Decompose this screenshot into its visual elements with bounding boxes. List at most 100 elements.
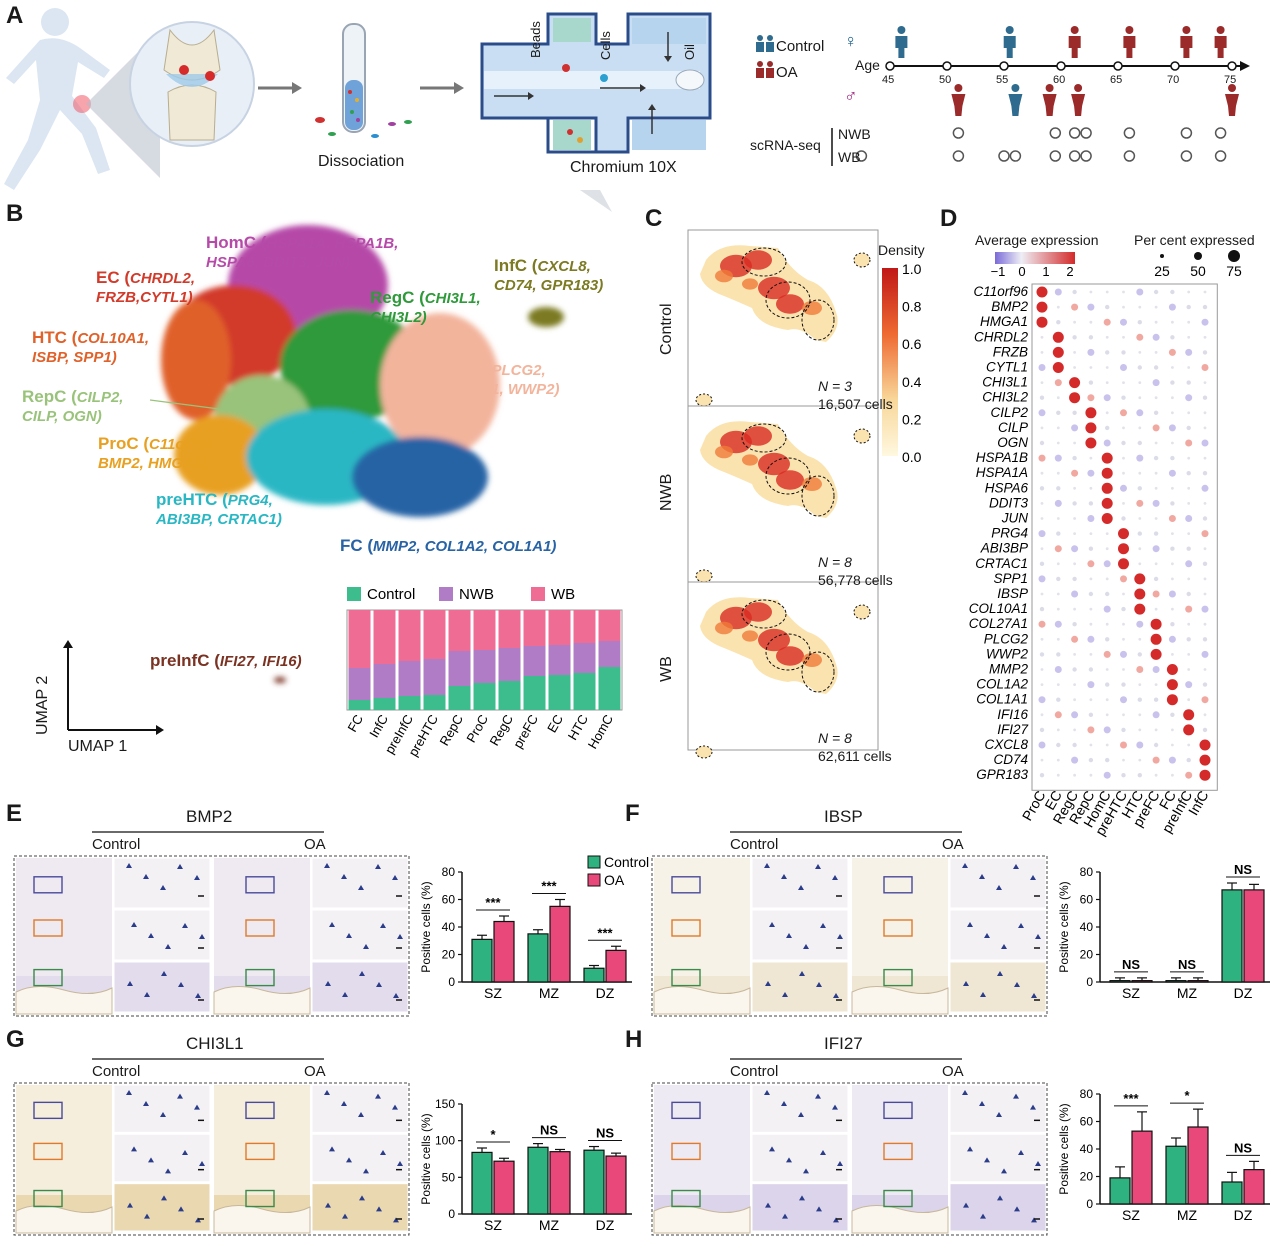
dot-C11orf96-ProC — [1036, 286, 1048, 298]
dot-COL27A1-EC — [1054, 620, 1062, 628]
dot-COL1A2-ProC — [1040, 683, 1044, 686]
stack-bar-HTC-Control — [573, 673, 596, 710]
dot-COL1A1-EC — [1056, 697, 1061, 702]
nwb-sample-6 — [1214, 127, 1227, 139]
sig-e-MZ: *** — [541, 879, 557, 894]
dot-DDIT3-preFC — [1152, 499, 1160, 507]
dot-JUN-HTC — [1138, 517, 1142, 520]
dot-IFI16-InfC — [1203, 713, 1207, 717]
dot-HSPA1B-EC — [1054, 454, 1062, 462]
dot-CHI3L1-preFC — [1152, 379, 1160, 387]
wb-sample-0 — [855, 150, 868, 162]
dot-CHI3L1-HomC — [1105, 381, 1109, 384]
dot-JUN-FC — [1168, 515, 1176, 522]
stack-bar-HomC-WB — [598, 610, 621, 641]
dot-FRZB-ProC — [1040, 351, 1044, 354]
dot-CILP-ProC — [1040, 426, 1044, 430]
panel-label-d: D — [940, 205, 958, 232]
dot-CYTL1-RepC — [1089, 366, 1093, 369]
zoom-g-0-1 — [113, 1133, 211, 1183]
density-map-nwb — [695, 421, 871, 583]
dot-PRG4-InfC — [1201, 530, 1209, 538]
dot-WWP2-preFC — [1150, 648, 1162, 660]
dot-CD74-FC — [1168, 756, 1176, 764]
zoom-e-0-1 — [113, 909, 211, 961]
roi-box-g-1-0 — [245, 1101, 275, 1120]
roi-box-h-0-1 — [671, 1142, 701, 1161]
dot-GPR183-FC — [1171, 773, 1174, 777]
density-n-1: N = 8 — [818, 554, 852, 570]
gene-COL1A1: COL1A1 — [976, 692, 1028, 707]
dot-CHRDL2-preInfC — [1187, 335, 1191, 339]
dot-WWP2-FC — [1171, 653, 1174, 656]
cluster-name: preInfC ( — [150, 651, 220, 670]
y-tick-e-0: 0 — [448, 975, 455, 989]
cluster-genes: COL10A1, — [77, 330, 150, 347]
dot-CILP2-preHTC — [1120, 409, 1127, 417]
dot-CILP2-EC — [1056, 410, 1061, 415]
panel-label-b: B — [6, 200, 24, 227]
donor-icon-lower-4 — [1225, 84, 1239, 116]
dot-PLCG2-preFC — [1150, 633, 1162, 645]
dot-CHI3L2-HomC — [1103, 394, 1111, 402]
x-tick-h-SZ: SZ — [1122, 1207, 1140, 1223]
legend-label-control: Control — [367, 586, 415, 603]
dot-IFI16-preFC — [1152, 711, 1160, 719]
dot-CHRDL2-preHTC — [1122, 335, 1125, 339]
dot-HMGA1-RegC — [1073, 320, 1076, 324]
dot-HSPA6-preInfC — [1187, 486, 1191, 490]
dot-IFI27-RegC — [1073, 728, 1076, 732]
dot-COL27A1-ProC — [1038, 620, 1046, 628]
dot-IBSP-FC — [1168, 590, 1176, 598]
age-tick-55 — [999, 61, 1009, 71]
donor-icon-upper-5 — [1214, 26, 1227, 58]
dot-HMGA1-preInfC — [1187, 320, 1191, 324]
age-tick-75 — [1227, 61, 1237, 71]
cluster-label-repc: RepC (CILP2, CILP, OGN) — [22, 387, 123, 426]
dot-WWP2-HTC — [1137, 652, 1142, 657]
density-tick-0.0: 0.0 — [902, 449, 922, 465]
roi-box-g-1-2 — [245, 1189, 275, 1208]
roi-box-h-0-0 — [671, 1101, 701, 1120]
density-tick-0.8: 0.8 — [902, 299, 922, 315]
dot-HSPA1A-preHTC — [1122, 471, 1125, 475]
stack-bar-FC-WB — [348, 610, 371, 668]
age-tick-label-45: 45 — [882, 74, 895, 86]
dot-SPP1-preFC — [1153, 576, 1159, 582]
dot-CD74-RegC — [1071, 756, 1079, 764]
dot-GPR183-preHTC — [1121, 773, 1126, 778]
stack-bar-HTC-NWB — [573, 643, 596, 673]
dot-HSPA6-ProC — [1039, 486, 1045, 491]
dot-JUN-InfC — [1202, 516, 1208, 521]
bar-f-DZ-Control — [1221, 889, 1243, 983]
dot-COL10A1-HTC — [1134, 603, 1146, 615]
nwb-sample-3 — [1080, 127, 1092, 139]
dot-IBSP-preHTC — [1122, 592, 1125, 596]
cluster-label-regc: RegC (CHI3L1, CHI3L2) — [370, 288, 481, 327]
dot-CILP-EC — [1056, 426, 1060, 430]
nwb-sample-2 — [1068, 127, 1081, 139]
dot-CXCL8-preInfC — [1187, 743, 1191, 747]
stack-bar-preHTC-Control — [423, 695, 446, 710]
dot-C11orf96-preInfC — [1187, 290, 1191, 294]
dot-CHI3L1-preInfC — [1186, 380, 1191, 385]
gene-GPR183: GPR183 — [976, 767, 1028, 782]
cluster-genes-2: CHI3L2) — [370, 309, 427, 326]
bar-h-MZ-Control — [1165, 1145, 1187, 1205]
sig-g-SZ: * — [490, 1127, 496, 1142]
dot-COL1A1-RepC — [1089, 698, 1093, 702]
dot-COL1A2-preHTC — [1121, 682, 1126, 687]
dot-CHI3L1-InfC — [1203, 381, 1207, 384]
dot-HSPA1A-preInfC — [1186, 471, 1191, 476]
dot-HSPA1B-HTC — [1136, 454, 1144, 462]
x-tick-e-MZ: MZ — [539, 985, 560, 1001]
dot-IFI27-FC — [1171, 728, 1174, 732]
gene-CILP: CILP — [998, 420, 1028, 435]
stack-bar-FC-NWB — [348, 668, 371, 700]
dot-SPP1-FC — [1171, 577, 1174, 581]
dot-CHRDL2-RepC — [1088, 335, 1094, 340]
roi-box-e-1-0 — [245, 876, 275, 894]
density-cells-0: 16,507 cells — [818, 396, 893, 412]
dot-CHI3L1-HTC — [1138, 381, 1142, 384]
dot-IBSP-RepC — [1088, 591, 1094, 597]
